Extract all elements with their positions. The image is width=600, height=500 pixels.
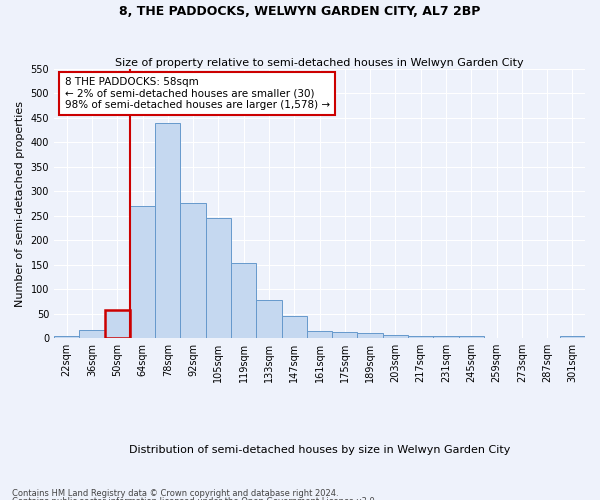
Text: 8, THE PADDOCKS, WELWYN GARDEN CITY, AL7 2BP: 8, THE PADDOCKS, WELWYN GARDEN CITY, AL7… xyxy=(119,5,481,18)
Bar xyxy=(307,332,332,338)
Y-axis label: Number of semi-detached properties: Number of semi-detached properties xyxy=(15,100,25,306)
Bar xyxy=(104,310,130,338)
Bar xyxy=(358,334,383,338)
Bar xyxy=(332,332,358,338)
Text: 8 THE PADDOCKS: 58sqm
← 2% of semi-detached houses are smaller (30)
98% of semi-: 8 THE PADDOCKS: 58sqm ← 2% of semi-detac… xyxy=(65,77,330,110)
Bar xyxy=(256,300,281,339)
Bar xyxy=(281,316,307,338)
Bar xyxy=(181,202,206,338)
Bar xyxy=(560,336,585,338)
X-axis label: Distribution of semi-detached houses by size in Welwyn Garden City: Distribution of semi-detached houses by … xyxy=(129,445,510,455)
Bar xyxy=(206,218,231,338)
Bar xyxy=(458,336,484,338)
Bar xyxy=(54,336,79,338)
Title: Size of property relative to semi-detached houses in Welwyn Garden City: Size of property relative to semi-detach… xyxy=(115,58,524,68)
Bar xyxy=(104,310,130,338)
Text: Contains public sector information licensed under the Open Government Licence v3: Contains public sector information licen… xyxy=(12,498,377,500)
Bar xyxy=(155,122,181,338)
Bar xyxy=(79,330,104,338)
Bar xyxy=(433,336,458,338)
Bar xyxy=(408,336,433,338)
Text: Contains HM Land Registry data © Crown copyright and database right 2024.: Contains HM Land Registry data © Crown c… xyxy=(12,488,338,498)
Bar xyxy=(130,206,155,338)
Bar xyxy=(383,336,408,338)
Bar xyxy=(231,263,256,338)
